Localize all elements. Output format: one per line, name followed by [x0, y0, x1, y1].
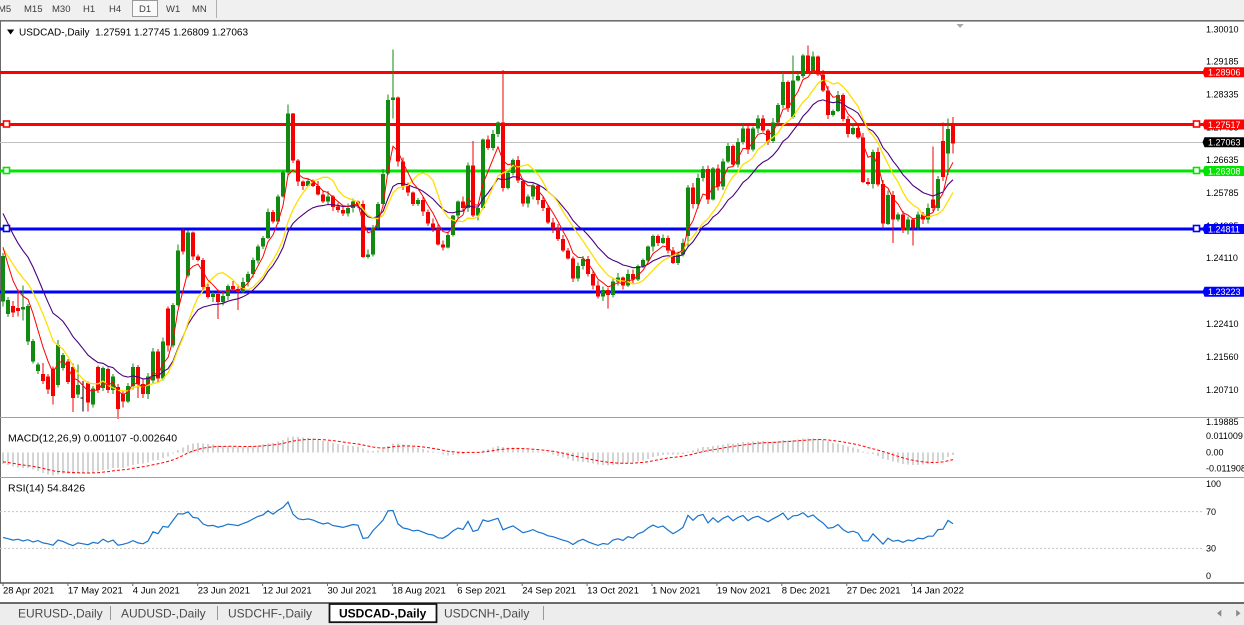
svg-text:M5: M5 — [0, 4, 11, 15]
svg-text:17 May 2021: 17 May 2021 — [68, 586, 123, 597]
svg-text:1.30010: 1.30010 — [1206, 24, 1239, 34]
svg-text:23 Jun 2021: 23 Jun 2021 — [198, 586, 250, 597]
svg-text:H1: H1 — [83, 4, 95, 15]
svg-text:14 Jan 2022: 14 Jan 2022 — [912, 586, 964, 597]
svg-text:1 Nov 2021: 1 Nov 2021 — [652, 586, 701, 597]
svg-text:1.23223: 1.23223 — [1208, 287, 1241, 297]
svg-text:1.22410: 1.22410 — [1206, 319, 1239, 329]
svg-text:USDCAD-,Daily: USDCAD-,Daily — [339, 607, 427, 621]
svg-text:EURUSD-,Daily: EURUSD-,Daily — [18, 607, 103, 621]
svg-text:4 Jun 2021: 4 Jun 2021 — [133, 586, 180, 597]
svg-text:1.21560: 1.21560 — [1206, 352, 1239, 362]
svg-text:1.28906: 1.28906 — [1208, 68, 1241, 78]
svg-text:USDCNH-,Daily: USDCNH-,Daily — [444, 607, 529, 621]
svg-text:1.27063: 1.27063 — [1208, 138, 1241, 148]
svg-text:19 Nov 2021: 19 Nov 2021 — [717, 586, 771, 597]
svg-text:1.20710: 1.20710 — [1206, 385, 1239, 395]
svg-text:24 Sep 2021: 24 Sep 2021 — [522, 586, 576, 597]
svg-text:13 Oct 2021: 13 Oct 2021 — [587, 586, 639, 597]
svg-text:MACD(12,26,9) 0.001107 -0.0026: MACD(12,26,9) 0.001107 -0.002640 — [8, 433, 177, 445]
svg-text:18 Aug 2021: 18 Aug 2021 — [392, 586, 445, 597]
svg-text:W1: W1 — [166, 4, 180, 15]
svg-text:USDCAD-,Daily 1.27591 1.27745: USDCAD-,Daily 1.27591 1.27745 1.26809 1.… — [19, 27, 248, 38]
svg-text:0.011009: 0.011009 — [1206, 431, 1243, 441]
svg-text:USDCHF-,Daily: USDCHF-,Daily — [228, 607, 312, 621]
svg-text:8 Dec 2021: 8 Dec 2021 — [782, 586, 831, 597]
svg-text:1.24811: 1.24811 — [1208, 224, 1240, 234]
svg-text:100: 100 — [1206, 479, 1221, 489]
svg-text:1.25785: 1.25785 — [1206, 188, 1239, 198]
svg-text:70: 70 — [1206, 507, 1216, 517]
svg-text:1.27517: 1.27517 — [1208, 120, 1241, 130]
svg-text:M30: M30 — [52, 4, 70, 15]
svg-text:AUDUSD-,Daily: AUDUSD-,Daily — [121, 607, 206, 621]
svg-text:28 Apr 2021: 28 Apr 2021 — [3, 586, 54, 597]
svg-text:D1: D1 — [139, 4, 151, 15]
svg-text:30 Jul 2021: 30 Jul 2021 — [328, 586, 377, 597]
svg-text:MN: MN — [192, 4, 207, 15]
svg-text:1.26635: 1.26635 — [1206, 155, 1239, 165]
svg-text:1.29185: 1.29185 — [1206, 56, 1239, 66]
svg-text:27 Dec 2021: 27 Dec 2021 — [847, 586, 901, 597]
svg-text:1.24110: 1.24110 — [1206, 253, 1238, 263]
svg-text:1.28335: 1.28335 — [1206, 89, 1239, 99]
svg-text:RSI(14) 54.8426: RSI(14) 54.8426 — [8, 483, 85, 495]
svg-text:30: 30 — [1206, 544, 1216, 554]
svg-text:-0.011908: -0.011908 — [1206, 464, 1244, 474]
svg-text:1.26308: 1.26308 — [1208, 166, 1241, 176]
svg-text:M15: M15 — [24, 4, 42, 15]
svg-text:6 Sep 2021: 6 Sep 2021 — [457, 586, 506, 597]
svg-text:12 Jul 2021: 12 Jul 2021 — [263, 586, 312, 597]
svg-text:H4: H4 — [109, 4, 121, 15]
svg-text:1.19885: 1.19885 — [1206, 417, 1239, 427]
svg-text:0: 0 — [1206, 571, 1211, 581]
svg-text:0.00: 0.00 — [1206, 448, 1224, 458]
